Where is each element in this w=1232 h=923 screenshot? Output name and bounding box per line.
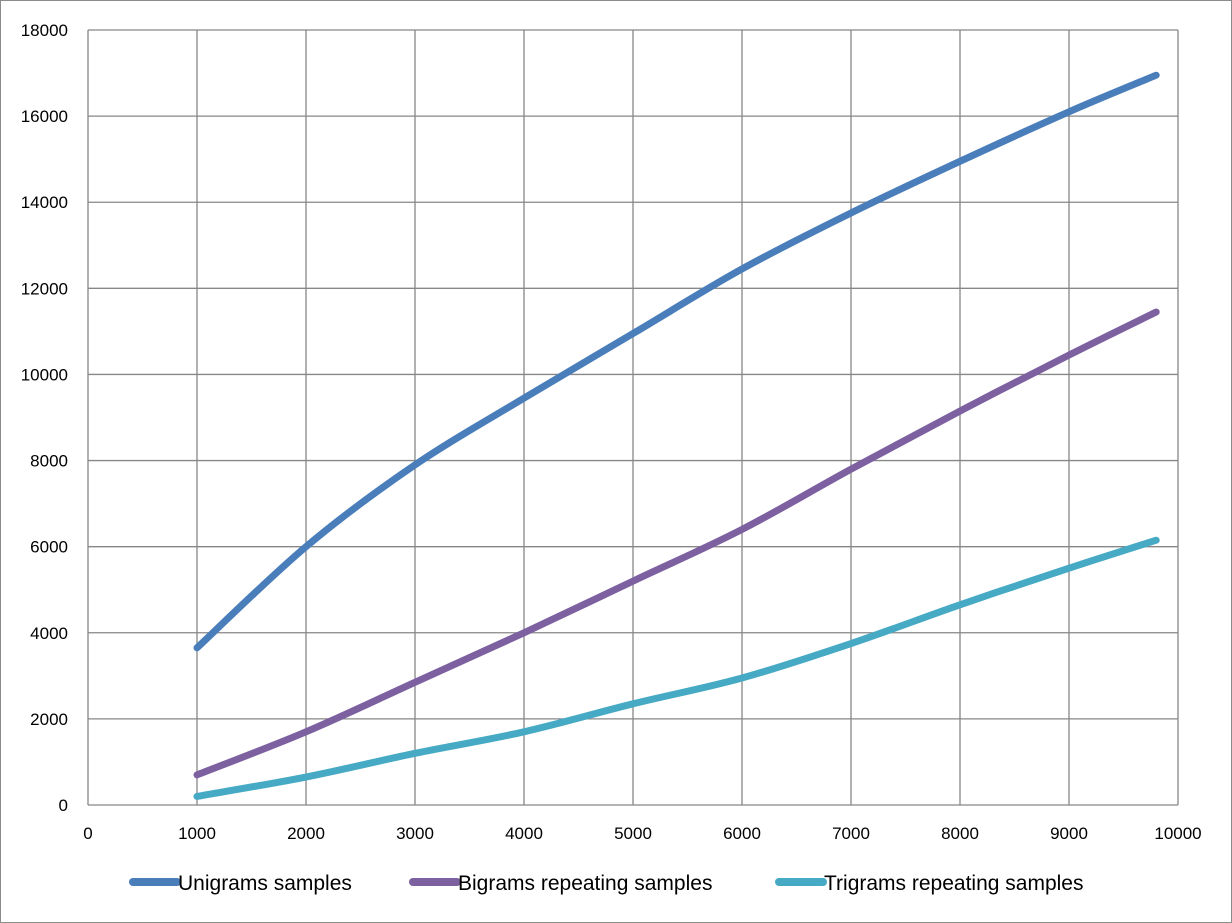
y-axis-ticks: 0 2000 4000 6000 8000 10000 12000 14000 16000 180… bbox=[21, 21, 68, 815]
legend-label-trigrams: Trigrams repeating samples bbox=[824, 872, 1084, 895]
x-tick-label: 1000 bbox=[178, 824, 216, 843]
x-tick-label: 2000 bbox=[287, 824, 325, 843]
y-tick-label: 2000 bbox=[30, 710, 68, 729]
x-tick-label: 8000 bbox=[941, 824, 979, 843]
series-line-bigrams bbox=[193, 308, 1160, 779]
y-tick-label: 8000 bbox=[30, 452, 68, 471]
y-tick-label: 16000 bbox=[21, 107, 68, 126]
legend-label-unigrams: Unigrams samples bbox=[178, 872, 352, 895]
x-tick-label: 10000 bbox=[1154, 824, 1201, 843]
y-tick-label: 4000 bbox=[30, 624, 68, 643]
y-tick-label: 12000 bbox=[21, 279, 68, 298]
y-tick-label: 10000 bbox=[21, 365, 68, 384]
series-lines bbox=[193, 71, 1160, 800]
x-tick-label: 7000 bbox=[832, 824, 870, 843]
x-tick-label: 5000 bbox=[614, 824, 652, 843]
x-tick-label: 9000 bbox=[1050, 824, 1088, 843]
grid bbox=[87, 29, 1179, 806]
series-line-unigrams bbox=[193, 71, 1160, 652]
legend: Unigrams samples Bigrams repeating sampl… bbox=[129, 872, 1084, 895]
x-tick-label: 3000 bbox=[396, 824, 434, 843]
x-tick-label: 6000 bbox=[723, 824, 761, 843]
y-tick-label: 14000 bbox=[21, 193, 68, 212]
x-axis-ticks: 0 1000 2000 3000 4000 5000 6000 7000 8000 9000 100… bbox=[83, 824, 1201, 843]
y-tick-label: 0 bbox=[59, 796, 68, 815]
x-tick-label: 0 bbox=[83, 824, 92, 843]
series-line-trigrams bbox=[193, 536, 1160, 800]
x-tick-label: 4000 bbox=[505, 824, 543, 843]
y-tick-label: 18000 bbox=[21, 21, 68, 40]
y-tick-label: 6000 bbox=[30, 538, 68, 557]
legend-label-bigrams: Bigrams repeating samples bbox=[458, 872, 712, 895]
